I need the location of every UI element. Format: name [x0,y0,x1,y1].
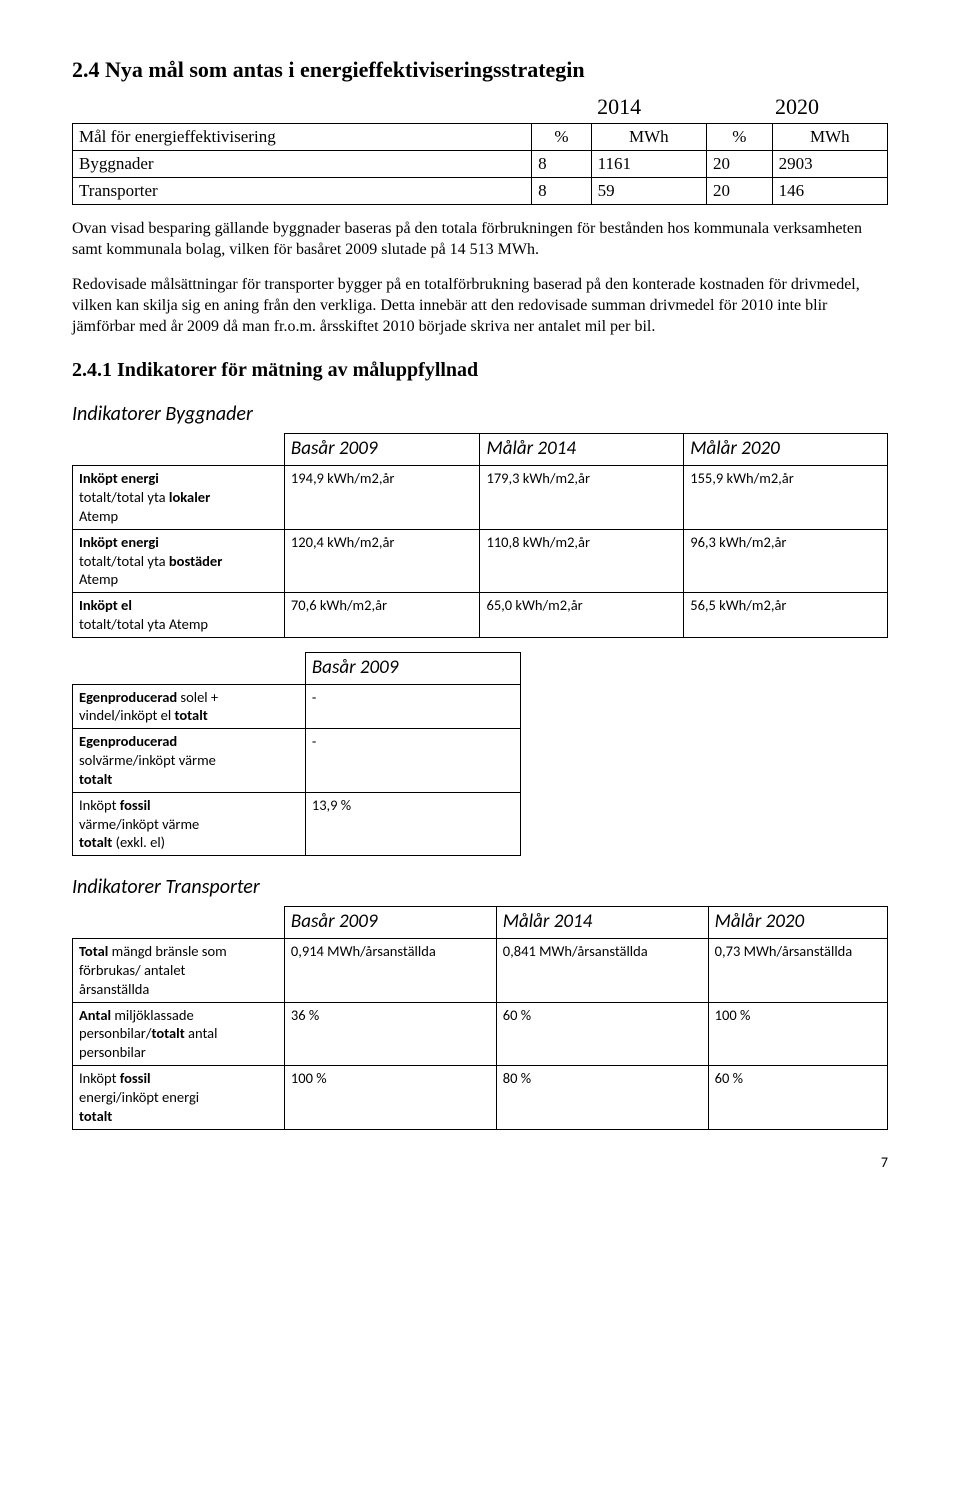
row-label: Egenproducerad solel + vindel/inköpt el … [73,684,306,729]
goals-header-c5: MWh [772,124,887,151]
cell-val: 60 % [496,1002,708,1066]
byggnader-header-row: Basår 2009 Målår 2014 Målår 2020 [73,434,888,466]
transporter-row-bransle: Total mängd bränsle som förbrukas/ antal… [73,939,888,1003]
cell-val: 80 % [496,1066,708,1130]
cell-val: 0,841 MWh/årsanställda [496,939,708,1003]
cell-val: 146 [772,178,887,205]
byggnader-row-bostader: Inköpt energi totalt/total yta bostäder … [73,529,888,593]
transporter-table: Basår 2009 Målår 2014 Målår 2020 Total m… [72,906,888,1129]
row-label: Egenproducerad solvärme/inköpt värme tot… [73,729,306,793]
goals-header-c2: % [532,124,591,151]
paragraph-2: Redovisade målsättningar för transporter… [72,275,888,337]
cell-val: 8 [532,178,591,205]
row-label: Inköpt fossil värme/inköpt värme totalt … [73,792,306,856]
cell-val: - [305,729,520,793]
cell-val: 194,9 kWh/m2,år [284,466,480,530]
goals-table: 2014 2020 Mål för energieffektivisering … [72,91,888,206]
byggnader-col-2014: Målår 2014 [480,434,684,466]
byggnader-table: Basår 2009 Målår 2014 Målår 2020 Inköpt … [72,433,888,637]
transporter-row-miljo: Antal miljöklassade personbilar/totalt a… [73,1002,888,1066]
egenproducerad-table: Basår 2009 Egenproducerad solel + vindel… [72,652,521,856]
goals-table-year-row: 2014 2020 [73,91,888,124]
cell-val: 70,6 kWh/m2,år [284,593,480,638]
indikatorer-transporter-heading: Indikatorer Transporter [72,874,888,900]
row-label: Inköpt el totalt/total yta Atemp [73,593,285,638]
paragraph-1: Ovan visad besparing gällande byggnader … [72,219,888,261]
cell-val: 100 % [284,1066,496,1130]
year-2020: 2020 [706,91,887,124]
transporter-col-basar: Basår 2009 [284,907,496,939]
cell-val: 100 % [708,1002,887,1066]
cell-val: 20 [706,178,772,205]
goals-row-byggnader: Byggnader 8 1161 20 2903 [73,151,888,178]
cell-val: 56,5 kWh/m2,år [684,593,888,638]
transporter-col-2014: Målår 2014 [496,907,708,939]
cell-val: 13,9 % [305,792,520,856]
byggnader-row-el: Inköpt el totalt/total yta Atemp 70,6 kW… [73,593,888,638]
transporter-header-row: Basår 2009 Målår 2014 Målår 2020 [73,907,888,939]
goals-header-c3: MWh [591,124,706,151]
cell-val: 36 % [284,1002,496,1066]
cell-val: 1161 [591,151,706,178]
blank-cell [73,907,285,939]
cell-val: 96,3 kWh/m2,år [684,529,888,593]
byggnader-col-2020: Målår 2020 [684,434,888,466]
cell-val: 179,3 kWh/m2,år [480,466,684,530]
year-2014: 2014 [532,91,707,124]
goals-header-c4: % [706,124,772,151]
byggnader-col-basar: Basår 2009 [284,434,480,466]
blank-cell [73,652,306,684]
cell-val: 8 [532,151,591,178]
section-241-heading: 2.4.1 Indikatorer för mätning av måluppf… [72,357,888,383]
row-label: Total mängd bränsle som förbrukas/ antal… [73,939,285,1003]
goals-table-header-row: Mål för energieffektivisering % MWh % MW… [73,124,888,151]
cell-val: 20 [706,151,772,178]
egen-row-solvarme: Egenproducerad solvärme/inköpt värme tot… [73,729,521,793]
cell-val: 65,0 kWh/m2,år [480,593,684,638]
cell-val: 110,8 kWh/m2,år [480,529,684,593]
transporter-col-2020: Målår 2020 [708,907,887,939]
goals-row-transporter: Transporter 8 59 20 146 [73,178,888,205]
cell-val: - [305,684,520,729]
byggnader-row-lokaler: Inköpt energi totalt/total yta lokaler A… [73,466,888,530]
cell-val: 0,914 MWh/årsanställda [284,939,496,1003]
row-label: Antal miljöklassade personbilar/totalt a… [73,1002,285,1066]
egen-row-solel: Egenproducerad solel + vindel/inköpt el … [73,684,521,729]
page-number: 7 [72,1154,888,1172]
row-label: Inköpt energi totalt/total yta bostäder … [73,529,285,593]
cell-val: 2903 [772,151,887,178]
egen-header-row: Basår 2009 [73,652,521,684]
cell-val: 120,4 kWh/m2,år [284,529,480,593]
row-label: Inköpt energi totalt/total yta lokaler A… [73,466,285,530]
cell-val: 155,9 kWh/m2,år [684,466,888,530]
cell-label: Byggnader [73,151,532,178]
egen-col-basar: Basår 2009 [305,652,520,684]
row-label: Inköpt fossil energi/inköpt energi total… [73,1066,285,1130]
cell-val: 0,73 MWh/årsanställda [708,939,887,1003]
egen-row-fossil: Inköpt fossil värme/inköpt värme totalt … [73,792,521,856]
goals-header-c1: Mål för energieffektivisering [73,124,532,151]
cell-label: Transporter [73,178,532,205]
cell-val: 59 [591,178,706,205]
indikatorer-byggnader-heading: Indikatorer Byggnader [72,401,888,427]
section-24-heading: 2.4 Nya mål som antas i energieffektivis… [72,56,888,85]
cell-val: 60 % [708,1066,887,1130]
blank-cell [73,434,285,466]
transporter-row-fossil: Inköpt fossil energi/inköpt energi total… [73,1066,888,1130]
